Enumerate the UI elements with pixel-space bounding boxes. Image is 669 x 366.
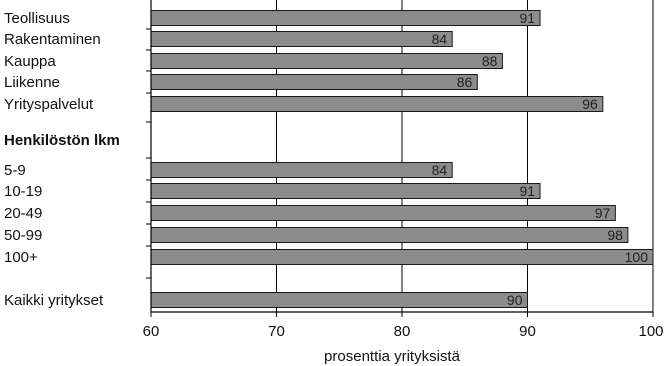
category-label: 20-49 [4, 205, 42, 222]
bar [150, 292, 528, 308]
bar [150, 162, 453, 178]
x-tick-label: 90 [519, 323, 536, 340]
category-label: 10-19 [4, 183, 42, 200]
data-label: 84 [432, 162, 448, 178]
data-label: 91 [519, 10, 535, 26]
bars [150, 10, 654, 308]
data-label: 100 [625, 249, 649, 265]
category-label: Liikenne [4, 74, 60, 91]
category-labels: Teollisuus 91 Rakentaminen 84 Kauppa 88 Liiken… [4, 10, 648, 309]
bar [150, 205, 616, 221]
data-label: 91 [519, 183, 535, 199]
x-tick-label: 60 [143, 323, 160, 340]
x-tick-label: 80 [394, 323, 411, 340]
bar [150, 96, 604, 112]
data-label: 97 [595, 205, 611, 221]
bar [150, 31, 453, 47]
x-axis: 60 70 80 90 100 [143, 0, 664, 340]
x-tick-label: 100 [638, 323, 663, 340]
category-label: 50-99 [4, 227, 42, 244]
data-label: 90 [507, 292, 523, 308]
category-label: Teollisuus [4, 10, 70, 27]
bar [150, 183, 541, 199]
x-tick-label: 70 [268, 323, 285, 340]
data-label: 86 [457, 74, 473, 90]
data-label: 88 [482, 53, 498, 69]
category-label: Rakentaminen [4, 31, 101, 48]
data-label: 98 [607, 227, 623, 243]
bar [150, 53, 503, 69]
bar [150, 10, 541, 26]
bar [150, 74, 478, 90]
category-label: Kauppa [4, 53, 56, 70]
data-label: 96 [582, 96, 598, 112]
data-label: 84 [432, 31, 448, 47]
category-label: 5-9 [4, 162, 26, 179]
category-label: Yrityspalvelut [4, 96, 94, 113]
category-label: 100+ [4, 249, 38, 266]
x-axis-title: prosenttia yrityksistä [324, 348, 461, 365]
category-label: Kaikki yritykset [4, 292, 104, 309]
group-header-label: Henkilöstön lkm [4, 132, 120, 149]
bar [150, 227, 629, 243]
bar [150, 249, 654, 265]
